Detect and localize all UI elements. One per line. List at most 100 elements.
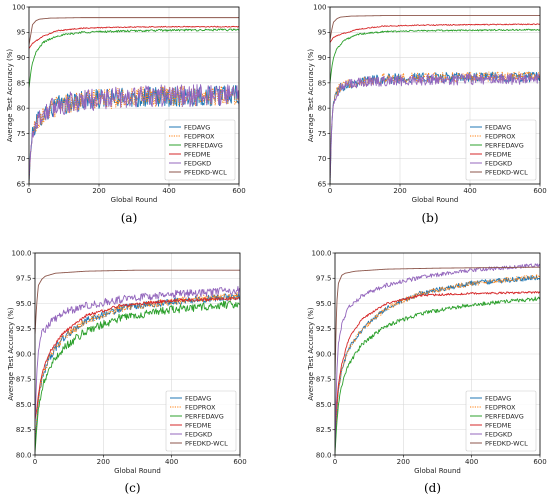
series-line-perfedavg [330,28,540,84]
legend-label: FEDAVG [485,394,511,402]
series-group [35,269,240,453]
y-tick-label: 65 [318,180,327,188]
x-tick-label: 200 [393,187,406,195]
legend-label: FEDPROX [485,403,516,411]
y-tick-label: 65 [17,180,26,188]
y-tick-label: 87.5 [316,376,332,384]
legend-box [165,390,237,452]
x-tick-label: 400 [463,187,476,195]
y-tick-label: 95 [318,29,327,37]
panel-label: (c) [124,481,140,495]
y-tick-label: 75 [318,130,327,138]
y-tick-label: 100.0 [311,249,331,257]
legend-label: PERFEDAVG [485,141,524,149]
y-tick-label: 90 [318,54,327,62]
series-line-pfedme [35,297,240,420]
y-tick-label: 80.0 [316,451,332,459]
series-line-fedprox [29,85,239,184]
x-tick-label: 400 [165,458,178,466]
y-tick-label: 85 [318,79,327,87]
x-tick-label: 400 [162,187,175,195]
y-tick-label: 92.5 [316,325,332,333]
x-tick-label: 0 [328,187,332,195]
y-tick-label: 95 [17,29,26,37]
chart-panel-4: 0 200 400 600 80.0 82.5 85.0 87.5 90.0 92.5 95.0 97… [307,249,547,495]
y-tick-label: 70 [17,155,26,163]
legend-label: PERFEDAVG [485,412,524,420]
legend-label: FEDAVG [485,123,511,131]
legend: FEDAVGFEDPROXPERFEDAVGPFEDMEFEDGKDPFEDKD… [465,390,537,452]
legend-label: PFEDKD-WCL [485,168,528,176]
series-group [29,17,239,184]
series-line-fedgkd [330,73,540,180]
x-tick-label: 600 [533,458,546,466]
x-tick-label: 200 [97,458,110,466]
series-line-fedgkd [29,84,239,179]
y-axis-label: Average Test Accuracy (%) [307,49,315,143]
y-tick-label: 97.5 [316,275,332,283]
x-tick-label: 0 [333,458,337,466]
y-tick-label: 82.5 [316,426,332,434]
grid-lines [329,6,541,185]
series-group [335,263,540,453]
panel-label: (d) [424,481,441,495]
x-axis-label: Global Round [111,196,158,204]
legend-label: PFEDME [185,421,212,429]
x-axis-label: Global Round [114,467,161,475]
series-line-pfedme [29,25,239,49]
panel-label: (a) [121,211,138,225]
y-tick-label: 82.5 [16,426,32,434]
y-tick-label: 97.5 [16,275,32,283]
legend: FEDAVGFEDPROXPERFEDAVGPFEDMEFEDGKDPFEDKD… [165,390,237,452]
legend-label: FEDGKD [485,430,512,438]
legend-label: FEDAVG [184,123,210,131]
legend-label: FEDPROX [185,403,216,411]
legend-label: PERFEDAVG [185,412,224,420]
y-tick-label: 70 [318,155,327,163]
legend-label: PERFEDAVG [184,141,223,149]
series-line-fedprox [35,292,240,446]
legend-label: FEDGKD [185,430,212,438]
series-line-pfedkd-wcl [29,17,239,46]
series-line-fedprox [330,71,540,184]
y-tick-label: 92.5 [16,325,32,333]
y-tick-label: 90 [17,54,26,62]
x-tick-label: 600 [533,187,546,195]
plot-frame [329,6,541,185]
x-tick-label: 0 [33,458,37,466]
x-axis-label: Global Round [412,196,459,204]
legend: FEDAVGFEDPROXPERFEDAVGPFEDMEFEDGKDPFEDKD… [465,119,537,181]
legend-label: PFEDME [485,150,512,158]
series-line-pfedkd-wcl [330,15,540,40]
y-tick-label: 87.5 [16,376,32,384]
legend-box [465,390,537,452]
y-tick-label: 85.0 [316,401,332,409]
series-line-perfedavg [29,28,239,88]
y-tick-label: 85 [17,79,26,87]
legend-label: FEDGKD [184,159,211,167]
y-tick-label: 100 [313,3,326,11]
series-group [330,15,540,184]
x-tick-label: 600 [232,187,245,195]
y-tick-label: 90.0 [16,350,32,358]
x-tick-label: 200 [397,458,410,466]
series-line-fedprox [335,273,540,450]
x-tick-label: 400 [465,458,478,466]
series-line-pfedme [330,23,540,43]
y-tick-label: 95.0 [16,300,32,308]
x-tick-label: 0 [27,187,31,195]
chart-panel-3: 0 200 400 600 80.0 82.5 85.0 87.5 90.0 92.5 95.0 97… [7,249,247,495]
y-tick-label: 95.0 [316,300,332,308]
y-tick-label: 85.0 [16,401,32,409]
y-axis-label: Average Test Accuracy (%) [7,307,15,401]
legend-label: FEDGKD [485,159,512,167]
series-line-perfedavg [335,296,540,453]
legend: FEDAVGFEDPROXPERFEDAVGPFEDMEFEDGKDPFEDKD… [164,119,236,181]
chart-panel-2: 0 200 400 600 65 70 75 80 85 90 95 100 Global Round A… [307,3,547,225]
legend-label: FEDPROX [485,132,516,140]
legend-label: PFEDKD-WCL [184,168,227,176]
plot-frame [28,6,240,185]
series-line-pfedme [335,291,540,435]
legend-label: PFEDKD-WCL [485,439,528,447]
